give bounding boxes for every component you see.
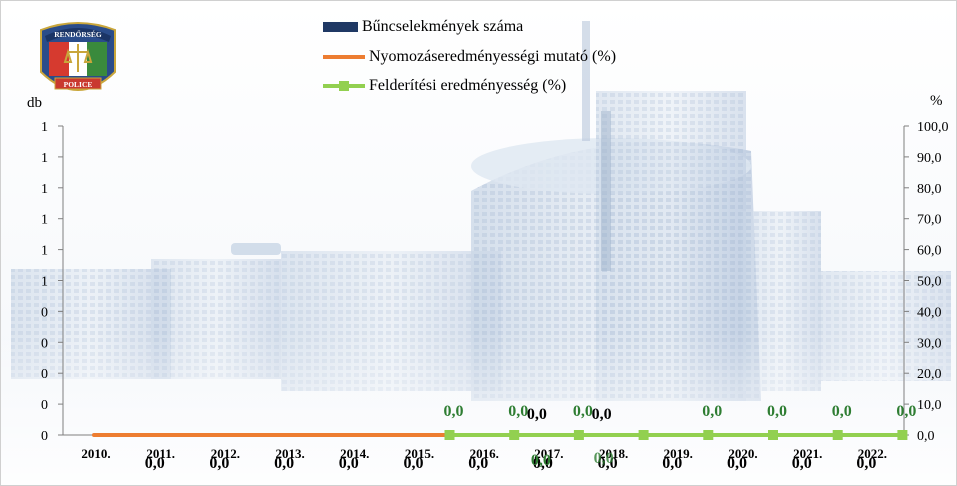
legend-label-investigation: Nyomozáseredményességi mutató (%) [369,48,617,65]
crime-count-data-label: 0,0 [468,455,488,472]
crime-count-data-label: 0,0 [533,455,553,472]
left-axis-tick-label: 0 [41,367,48,382]
x-axis-category-label: 2018. [599,446,628,461]
left-axis-tick-label: 0 [41,305,48,320]
detection-rate-marker [768,430,778,440]
detection-rate-data-label: 0,0 [531,452,551,469]
x-axis-category-label: 2021. [793,446,822,461]
legend-green-marker-swatch [323,81,365,91]
right-axis-tick-label: 70,0 [917,213,942,228]
right-axis-tick-label: 90,0 [917,151,942,166]
legend-bar-swatch [323,22,358,32]
x-axis-category-label: 2013. [275,446,304,461]
detection-rate-marker [832,430,843,440]
right-axis-tick-label: 0,0 [917,429,935,444]
detection-rate-marker [703,430,714,440]
investigation-rate-data-label: 0,0 [527,406,547,423]
x-axis-category-label: 2016. [470,446,499,461]
x-axis-category-label: 2019. [664,446,693,461]
legend-item-detection: Felderítési eredményesség (%) [323,75,566,97]
legend-label-crimes: Bűncselekmények száma [362,18,524,35]
right-axis-tick-label: 30,0 [917,336,942,351]
right-axis-tick-label: 10,0 [917,398,942,413]
left-axis-tick-label: 0 [41,429,48,444]
crime-count-data-label: 0,0 [404,455,424,472]
left-axis-tick-label: 1 [41,275,48,290]
crime-count-data-label: 0,0 [145,455,165,472]
x-axis-category-label: 2020. [728,446,757,461]
detection-rate-data-label: 0,0 [896,403,916,420]
x-axis-category-label: 2014. [340,446,369,461]
left-axis-tick-label: 0 [41,398,48,413]
x-axis-category-label: 2022. [858,446,887,461]
detection-rate-data-label: 0,0 [594,450,614,467]
detection-rate-marker [638,430,649,440]
crime-count-data-label: 0,0 [856,455,876,472]
detection-rate-data-label: 0,0 [832,403,852,420]
police-logo: RENDŐRSÉG POLICE [40,22,116,91]
right-axis-tick-label: 100,0 [917,120,949,135]
left-axis-tick-label: 1 [41,151,48,166]
left-axis-tick-label: 1 [41,120,48,135]
logo-top-text: RENDŐRSÉG [54,29,102,39]
logo-bottom-text: POLICE [64,80,93,89]
crime-count-data-label: 0,0 [598,455,618,472]
x-axis-category-label: 2015. [405,446,434,461]
detection-rate-marker [444,430,455,440]
crime-count-data-label: 0,0 [209,455,229,472]
legend-item-crimes: Bűncselekmények száma [323,16,523,38]
detection-rate-data-label: 0,0 [508,403,528,420]
right-axis-tick-label: 50,0 [917,275,942,290]
left-axis-tick-label: 1 [41,182,48,197]
right-axis-tick-label: 20,0 [917,367,942,382]
left-axis-unit: db [27,95,42,111]
legend-orange-line-swatch [323,55,365,59]
crime-count-data-label: 0,0 [339,455,359,472]
detection-rate-data-label: 0,0 [702,403,722,420]
x-axis-category-label: 2011. [146,446,175,461]
right-axis-tick-label: 60,0 [917,244,942,259]
right-axis-tick-label: 80,0 [917,182,942,197]
crime-count-data-label: 0,0 [792,455,812,472]
left-axis-tick-label: 1 [41,244,48,259]
detection-rate-marker [573,430,584,440]
x-axis-category-label: 2010. [81,446,110,461]
left-axis-tick-label: 1 [41,213,48,228]
detection-rate-data-label: 0,0 [767,403,787,420]
x-axis-category-label: 2017. [534,446,563,461]
crime-count-data-label: 0,0 [662,455,682,472]
detection-rate-marker [897,430,908,440]
right-axis-unit: % [930,93,943,109]
legend-item-investigation: Nyomozáseredményességi mutató (%) [323,46,616,68]
left-axis-tick-label: 0 [41,336,48,351]
crime-count-data-label: 0,0 [727,455,747,472]
crime-count-data-label: 0,0 [274,455,294,472]
x-axis-category-label: 2012. [211,446,240,461]
detection-rate-data-label: 0,0 [573,403,593,420]
investigation-rate-data-label: 0,0 [592,406,612,423]
detection-rate-marker [509,430,520,440]
right-axis-tick-label: 40,0 [917,305,942,320]
detection-rate-data-label: 0,0 [444,403,464,420]
legend-label-detection: Felderítési eredményesség (%) [369,77,567,94]
